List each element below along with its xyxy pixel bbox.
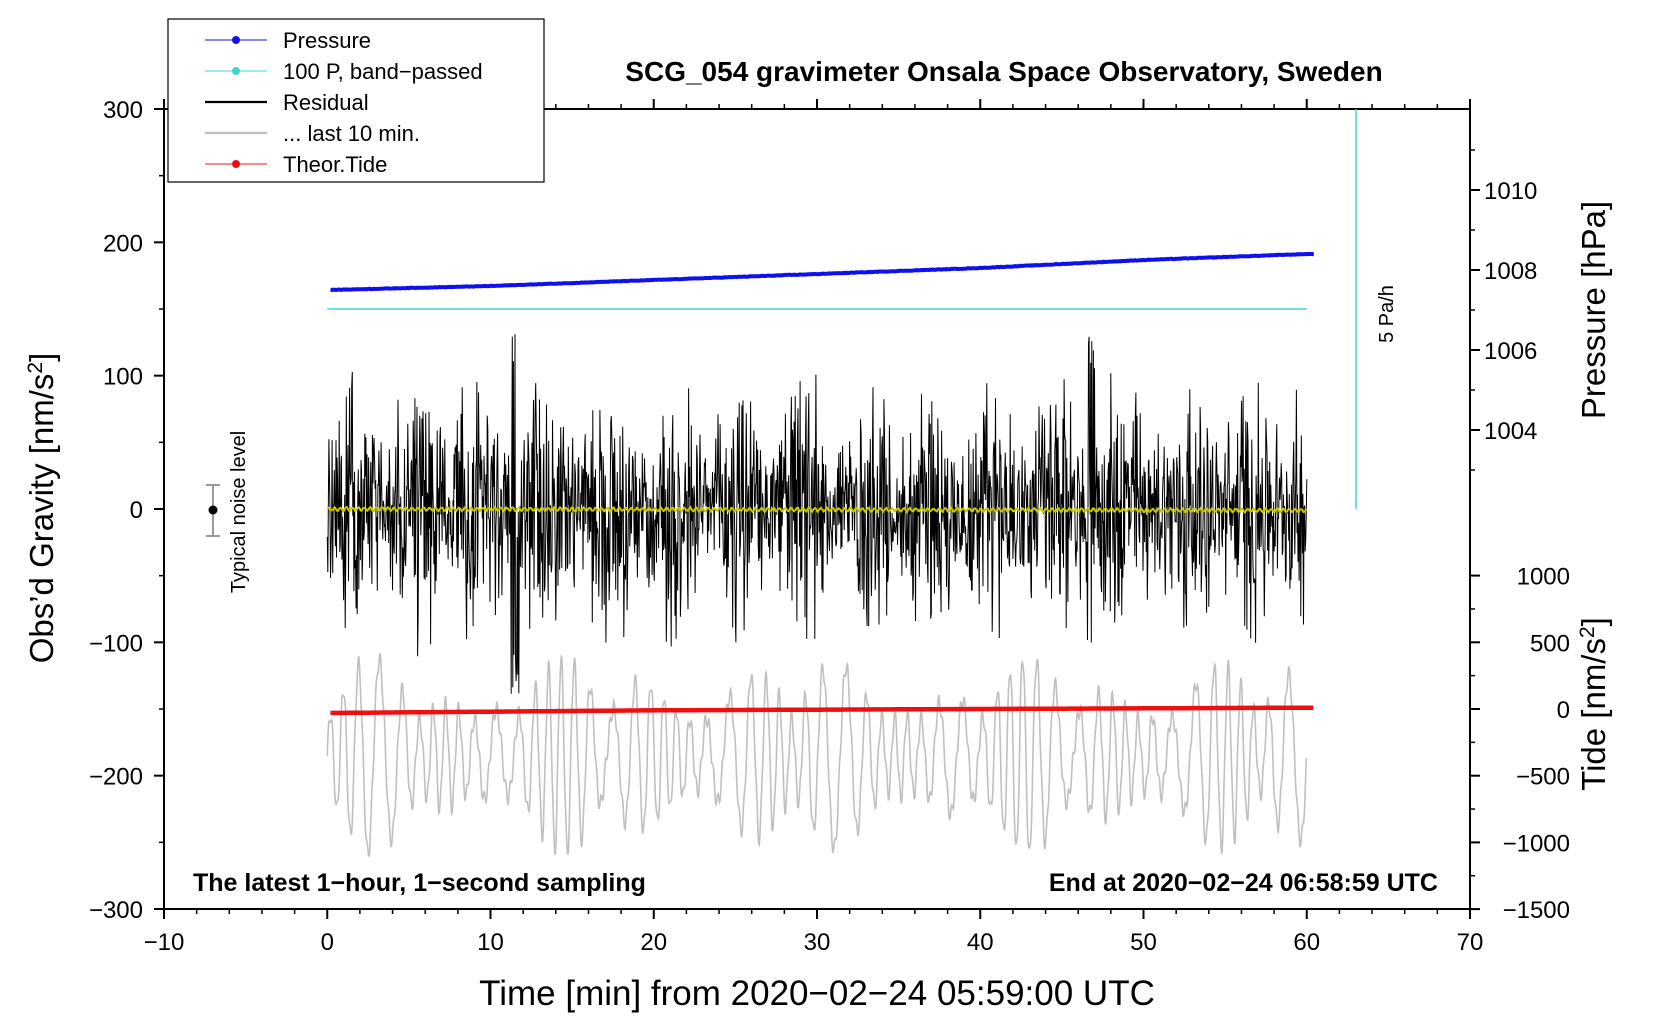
- scale-bar-label: 5 Pa/h: [1376, 285, 1398, 343]
- x-tick-label: −10: [144, 929, 185, 956]
- x-tick-label: 30: [804, 929, 831, 956]
- y-tick-label: −200: [89, 764, 143, 791]
- y-axis-label-tide: Tide [nm/s2]: [1575, 617, 1612, 791]
- tide-axis-ticks: 1000 500 0 −500 −1000 −1500: [1470, 564, 1570, 924]
- y-axis-label-tide-close: ]: [1575, 617, 1612, 626]
- tide-tick-label: −1500: [1503, 897, 1570, 924]
- legend: Pressure 100 P, band−passed Residual ... la…: [167, 18, 545, 183]
- y-tick-label: −300: [89, 897, 143, 924]
- y-tick-label: −100: [89, 630, 143, 657]
- noise-dot: [208, 505, 218, 515]
- x-tick-label: 20: [640, 929, 667, 956]
- x-tick-label: 70: [1457, 929, 1484, 956]
- legend-marker-theor-tide: [232, 160, 240, 168]
- y-axis-label-left-sup: 2: [24, 362, 47, 374]
- end-time-note: End at 2020−02−24 06:58:59 UTC: [1049, 869, 1438, 897]
- series-residual: [326, 334, 1308, 694]
- series-layer: [326, 251, 1315, 857]
- pressure-tick-label: 1008: [1484, 258, 1537, 285]
- y-axis-label-pressure: Pressure [hPa]: [1575, 201, 1612, 419]
- y-axis-label-tide-sup: 2: [1576, 626, 1599, 638]
- series-last-10-min: [326, 652, 1308, 857]
- tide-tick-label: −500: [1516, 764, 1570, 791]
- pressure-tick-label: 1004: [1484, 418, 1537, 445]
- legend-label-residual: Residual: [283, 90, 369, 115]
- noise-level-label: Typical noise level: [228, 431, 250, 593]
- y-tick-label: 200: [103, 230, 143, 257]
- pressure-axis-ticks: 1004 1006 1008 1010: [1470, 149, 1537, 471]
- y-tick-label: 100: [103, 364, 143, 391]
- pressure-tick-label: 1010: [1484, 178, 1537, 205]
- pressure-tick-label: 1006: [1484, 338, 1537, 365]
- y-axis-ticks: 300 200 100 0 −100 −200 −300: [89, 97, 164, 924]
- legend-label-100-p-band-passed: 100 P, band−passed: [283, 59, 483, 84]
- legend-label-pressure: Pressure: [283, 28, 371, 53]
- x-tick-label: 10: [477, 929, 504, 956]
- sampling-note: The latest 1−hour, 1−second sampling: [193, 869, 646, 897]
- x-tick-label: 40: [967, 929, 994, 956]
- y-axis-label-left-close: ]: [23, 353, 60, 362]
- y-tick-label: 300: [103, 97, 143, 124]
- legend-entries: Pressure 100 P, band−passed Residual ... la…: [205, 28, 483, 177]
- legend-marker-pressure: [232, 36, 240, 44]
- y-axis-label-left-main: Obs’d Gravity [nm/s: [23, 374, 60, 664]
- tide-tick-label: 0: [1557, 697, 1570, 724]
- x-tick-label: 50: [1130, 929, 1157, 956]
- x-tick-label: 60: [1293, 929, 1320, 956]
- legend-box: [167, 18, 545, 183]
- y-tick-label: 0: [130, 497, 143, 524]
- legend-label-theor-tide: Theor.Tide: [283, 152, 387, 177]
- tide-tick-label: −1000: [1503, 830, 1570, 857]
- y-axis-label-left: Obs’d Gravity [nm/s2]: [23, 353, 60, 664]
- series-pressure: [330, 251, 1315, 293]
- x-axis-label: Time [min] from 2020−02−24 05:59:00 UTC: [479, 974, 1155, 1013]
- legend-label-last-10-min: ... last 10 min.: [283, 121, 420, 146]
- series-residual-smoothed: [326, 505, 1308, 515]
- x-axis-ticks: −10 0 10 20 30 40 50 60 70: [144, 99, 1484, 956]
- tide-tick-label: 1000: [1517, 564, 1570, 591]
- legend-marker-100-p-band-passed: [232, 67, 240, 75]
- chart-title: SCG_054 gravimeter Onsala Space Observat…: [625, 56, 1382, 87]
- x-tick-label: 0: [321, 929, 334, 956]
- tide-tick-label: 500: [1530, 630, 1570, 657]
- y-axis-label-tide-main: Tide [nm/s: [1575, 638, 1612, 791]
- noise-level-indicator: [206, 484, 220, 537]
- series-theor-tide: [330, 705, 1314, 716]
